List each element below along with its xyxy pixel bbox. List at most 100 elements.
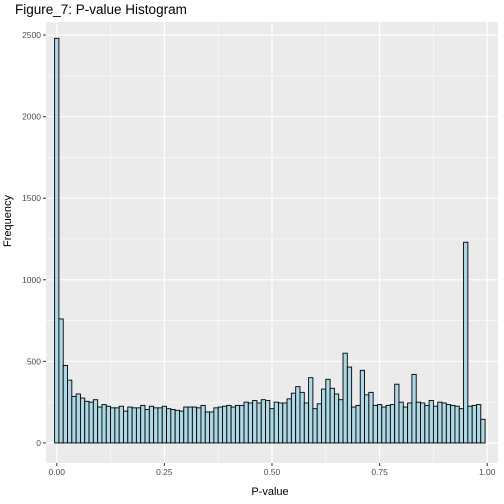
histogram-bar <box>445 404 452 444</box>
histogram-bar <box>424 404 430 444</box>
histogram-bar <box>196 407 202 444</box>
histogram-bar <box>191 406 198 444</box>
histogram-bar <box>213 407 219 444</box>
histogram-bar <box>415 401 421 444</box>
x-tick-label: 0.25 <box>156 467 173 477</box>
x-axis-label: P-value <box>251 486 289 498</box>
histogram-bar <box>476 404 482 444</box>
histogram-bar <box>67 379 73 444</box>
histogram-bar <box>265 400 271 444</box>
histogram-bar <box>161 405 167 444</box>
histogram-bar <box>389 404 396 444</box>
histogram-bar <box>166 408 172 444</box>
histogram-bar <box>230 406 236 444</box>
histogram-bar <box>170 409 176 444</box>
histogram-bar <box>428 400 434 444</box>
histogram-bar <box>140 404 146 444</box>
histogram-bar <box>269 408 275 444</box>
histogram-bar <box>110 407 116 444</box>
histogram-bar <box>54 37 60 444</box>
histogram-bar <box>209 411 215 444</box>
histogram-bar <box>402 406 409 444</box>
histogram-bar <box>62 364 68 444</box>
histogram-bar <box>454 405 460 444</box>
x-tick-label: 1.00 <box>479 467 496 477</box>
histogram-bar <box>123 410 129 444</box>
y-tick-label: 0 <box>36 438 41 448</box>
x-tick-label: 0.75 <box>371 467 388 477</box>
histogram-bar <box>127 406 133 444</box>
y-tick-label: 2500 <box>22 30 41 40</box>
histogram-bar <box>144 409 150 444</box>
histogram-bar <box>247 402 254 444</box>
x-tick-label: 0.00 <box>48 467 65 477</box>
histogram-bar <box>260 399 266 444</box>
histogram-bar <box>437 401 443 444</box>
histogram-bar <box>432 405 439 444</box>
histogram-bar <box>441 402 447 444</box>
histogram-bar <box>368 391 374 444</box>
histogram-bar <box>385 404 391 444</box>
histogram-bar <box>312 408 318 444</box>
histogram-bar <box>101 404 107 444</box>
histogram-bar <box>92 399 99 444</box>
histogram-bar <box>105 405 112 444</box>
histogram-bar <box>58 318 64 444</box>
histogram-bar <box>239 404 245 444</box>
histogram-bar <box>222 405 228 444</box>
histogram-bar <box>351 406 357 444</box>
histogram-bar <box>338 399 344 444</box>
histogram-bar <box>135 407 142 444</box>
histogram-bar <box>420 402 426 444</box>
histogram-bar <box>359 369 366 444</box>
histogram-bar <box>463 241 469 444</box>
histogram-bar <box>204 411 211 444</box>
histogram-bar <box>200 404 206 444</box>
histogram-bar <box>299 391 305 444</box>
histogram-bar <box>234 404 241 444</box>
histogram-bar <box>355 404 361 444</box>
histogram-bar <box>71 395 77 444</box>
histogram-bar <box>174 409 180 444</box>
y-tick-label: 1500 <box>22 193 41 203</box>
histogram-bar <box>290 392 297 444</box>
histogram-bar <box>148 405 155 444</box>
histogram-bar <box>252 400 258 444</box>
histogram-bar <box>471 404 477 444</box>
histogram-bar <box>153 407 159 444</box>
chart-title: Figure_7: P-value Histogram <box>15 2 187 17</box>
histogram-bar <box>381 406 387 444</box>
histogram-bar <box>346 366 353 444</box>
histogram-bar <box>467 405 473 444</box>
histogram-bar <box>187 406 193 444</box>
histogram-bar <box>84 400 90 444</box>
histogram-bar <box>316 403 322 444</box>
histogram-bar <box>278 402 284 444</box>
histogram-bar <box>411 373 417 444</box>
histogram-bar <box>183 406 189 444</box>
histogram-bar <box>377 404 383 444</box>
y-axis-ticks: 0 500 1000 1500 2000 2500 <box>22 30 46 448</box>
histogram-bar <box>480 418 486 444</box>
histogram-bar <box>458 408 465 444</box>
histogram-bar <box>118 405 124 444</box>
y-tick-label: 1000 <box>22 275 41 285</box>
histogram-bar <box>364 394 370 444</box>
y-tick-label: 2000 <box>22 112 41 122</box>
x-tick-label: 0.50 <box>264 467 281 477</box>
histogram-bar <box>333 393 340 444</box>
histogram-bars <box>54 37 486 444</box>
histogram-bar <box>88 401 94 444</box>
histogram-bar <box>295 386 301 444</box>
histogram-bar <box>303 402 310 444</box>
histogram-bar <box>342 352 348 444</box>
histogram-bar <box>282 402 288 444</box>
histogram-bar <box>394 383 400 444</box>
histogram-bar <box>75 393 81 444</box>
histogram-bar <box>114 407 120 444</box>
histogram-bar <box>321 388 327 444</box>
histogram-bar <box>97 406 103 444</box>
histogram-bar <box>398 401 404 444</box>
histogram-bar <box>256 402 262 444</box>
